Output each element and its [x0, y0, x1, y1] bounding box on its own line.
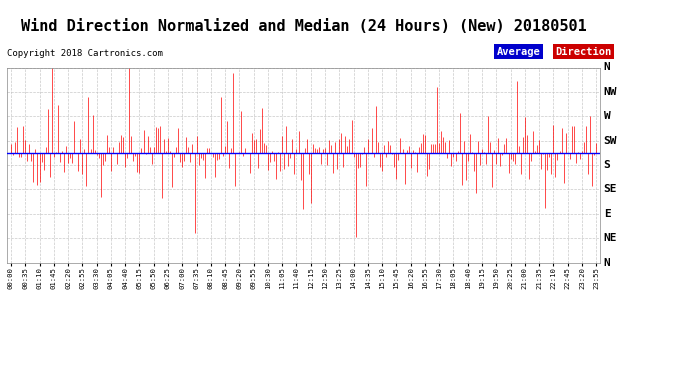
Text: N: N [604, 258, 611, 267]
Text: E: E [604, 209, 611, 219]
Text: Average: Average [497, 47, 540, 57]
Text: NE: NE [604, 233, 618, 243]
Text: Copyright 2018 Cartronics.com: Copyright 2018 Cartronics.com [7, 49, 163, 58]
Text: NW: NW [604, 87, 618, 97]
Text: W: W [604, 111, 611, 121]
Text: Wind Direction Normalized and Median (24 Hours) (New) 20180501: Wind Direction Normalized and Median (24… [21, 19, 586, 34]
Text: Direction: Direction [555, 47, 612, 57]
Text: SW: SW [604, 136, 618, 146]
Text: N: N [604, 63, 611, 72]
Text: SE: SE [604, 184, 618, 194]
Text: S: S [604, 160, 611, 170]
